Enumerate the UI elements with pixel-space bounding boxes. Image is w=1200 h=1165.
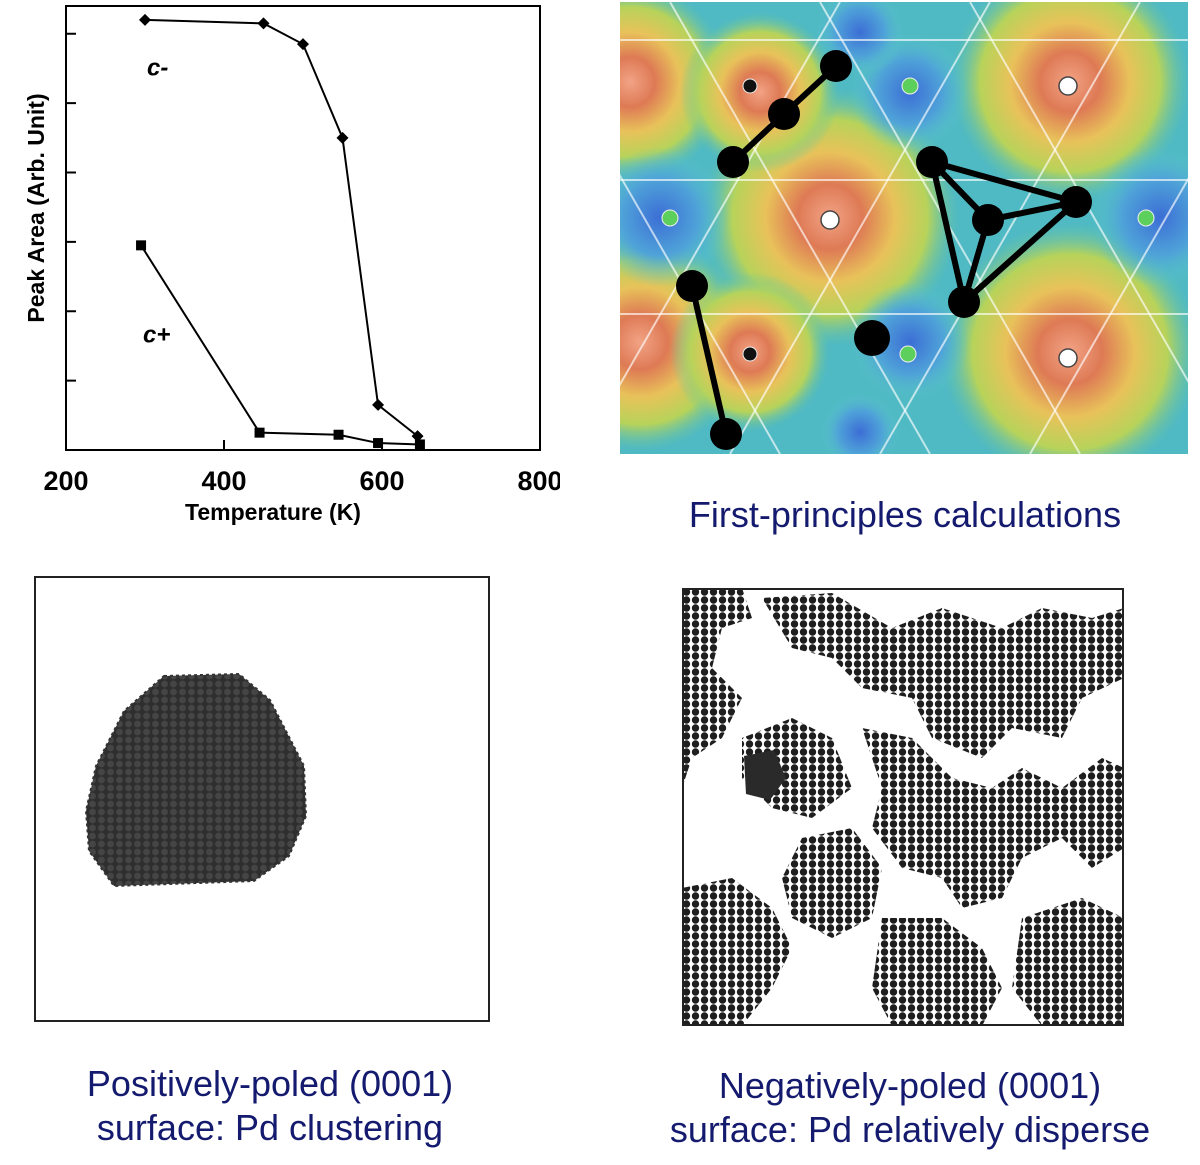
data-point-c- [336, 131, 349, 144]
pd-atom [717, 146, 749, 178]
green-site-marker [661, 209, 679, 227]
series-label-c-: c- [147, 54, 168, 81]
white-site-marker [1058, 348, 1078, 368]
contour-map-image [519, 0, 1200, 482]
data-point-c+ [373, 438, 384, 449]
pd-atom [948, 286, 980, 318]
x-tick-label: 800 [517, 466, 560, 496]
white-site-marker [820, 210, 840, 230]
pd-clustering-image [34, 576, 490, 1022]
data-point-c+ [333, 429, 344, 440]
y-axis-label: Peak Area (Arb. Unit) [23, 93, 49, 322]
green-site-marker [901, 77, 919, 95]
series-label-c+: c+ [143, 321, 170, 348]
peak-area-chart: 200 400 600 800 Temperature (K) Peak Area (Ar… [0, 0, 563, 540]
data-point-c+ [414, 439, 425, 450]
contour-field [530, 0, 1200, 482]
pd-atom [676, 270, 708, 302]
pd-atom [1060, 186, 1092, 218]
pd-atom [916, 146, 948, 178]
contour-map-panel [519, 0, 1200, 482]
negatively-poled-caption: Negatively-poled (0001) surface: Pd rela… [630, 1064, 1190, 1152]
pd-disperse-image [682, 588, 1124, 1026]
data-point-c- [139, 13, 151, 26]
data-point-c- [257, 17, 270, 30]
positively-poled-caption: Positively-poled (0001) surface: Pd clus… [10, 1062, 530, 1150]
data-point-c- [411, 430, 424, 443]
data-point-c+ [136, 240, 147, 251]
pd-clustering-panel [34, 576, 490, 1022]
black-site-marker [742, 346, 758, 362]
plot-frame [65, 5, 541, 451]
x-tick-label: 600 [359, 466, 404, 496]
black-site-marker [742, 78, 758, 94]
dense-island [744, 750, 786, 800]
chart-svg: 200 400 600 800 Temperature (K) Peak Area (Ar… [23, 5, 563, 525]
data-point-c- [372, 398, 385, 411]
caption-line-2: surface: Pd relatively disperse [669, 1109, 1151, 1150]
pd-atom [820, 50, 852, 82]
x-tick-label: 200 [43, 466, 88, 496]
data-point-c- [297, 38, 309, 51]
pd-disperse-panel [682, 588, 1124, 1026]
series-line-c- [144, 18, 419, 437]
pd-atom [768, 98, 800, 130]
caption-line-1: Positively-poled (0001) [86, 1063, 454, 1104]
first-principles-caption: First-principles calculations [688, 494, 1122, 535]
site-markers [661, 76, 1155, 368]
caption-line-1: Negatively-poled (0001) [718, 1065, 1102, 1106]
x-axis-label: Temperature (K) [185, 499, 361, 525]
panel-frame [682, 588, 1124, 1026]
pd-atom [710, 418, 742, 450]
x-tick-label: 400 [201, 466, 246, 496]
green-site-marker [1137, 209, 1155, 227]
white-site-marker [1058, 76, 1078, 96]
data-point-c+ [254, 427, 265, 438]
green-site-marker [899, 345, 917, 363]
pd-atom [854, 320, 890, 356]
pd-atoms [676, 50, 1092, 450]
caption-line-2: surface: Pd clustering [96, 1107, 444, 1148]
series-line-c+ [140, 244, 420, 446]
pd-atom [972, 204, 1004, 236]
